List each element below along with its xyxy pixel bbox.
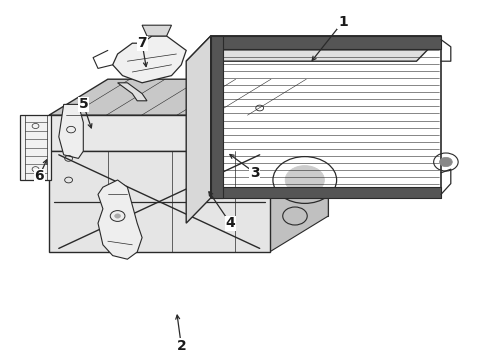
Polygon shape xyxy=(49,115,270,151)
Polygon shape xyxy=(211,36,223,198)
Text: 6: 6 xyxy=(34,170,44,183)
Polygon shape xyxy=(49,151,270,252)
Polygon shape xyxy=(59,104,83,158)
Polygon shape xyxy=(108,115,328,216)
Polygon shape xyxy=(211,36,441,198)
Polygon shape xyxy=(211,36,441,49)
Polygon shape xyxy=(211,187,441,198)
Text: 4: 4 xyxy=(225,216,235,230)
Text: 1: 1 xyxy=(338,15,348,28)
Polygon shape xyxy=(186,36,441,61)
Polygon shape xyxy=(20,115,51,180)
Circle shape xyxy=(115,214,121,218)
Polygon shape xyxy=(142,25,172,36)
Polygon shape xyxy=(118,83,147,101)
Polygon shape xyxy=(49,79,328,115)
Text: 2: 2 xyxy=(176,339,186,352)
Circle shape xyxy=(440,157,452,167)
Circle shape xyxy=(285,166,324,194)
Polygon shape xyxy=(186,36,211,223)
Text: 3: 3 xyxy=(250,166,260,180)
Text: 5: 5 xyxy=(78,98,88,111)
Polygon shape xyxy=(98,180,142,259)
Text: 7: 7 xyxy=(137,36,147,50)
Polygon shape xyxy=(113,36,186,83)
Polygon shape xyxy=(270,115,328,252)
